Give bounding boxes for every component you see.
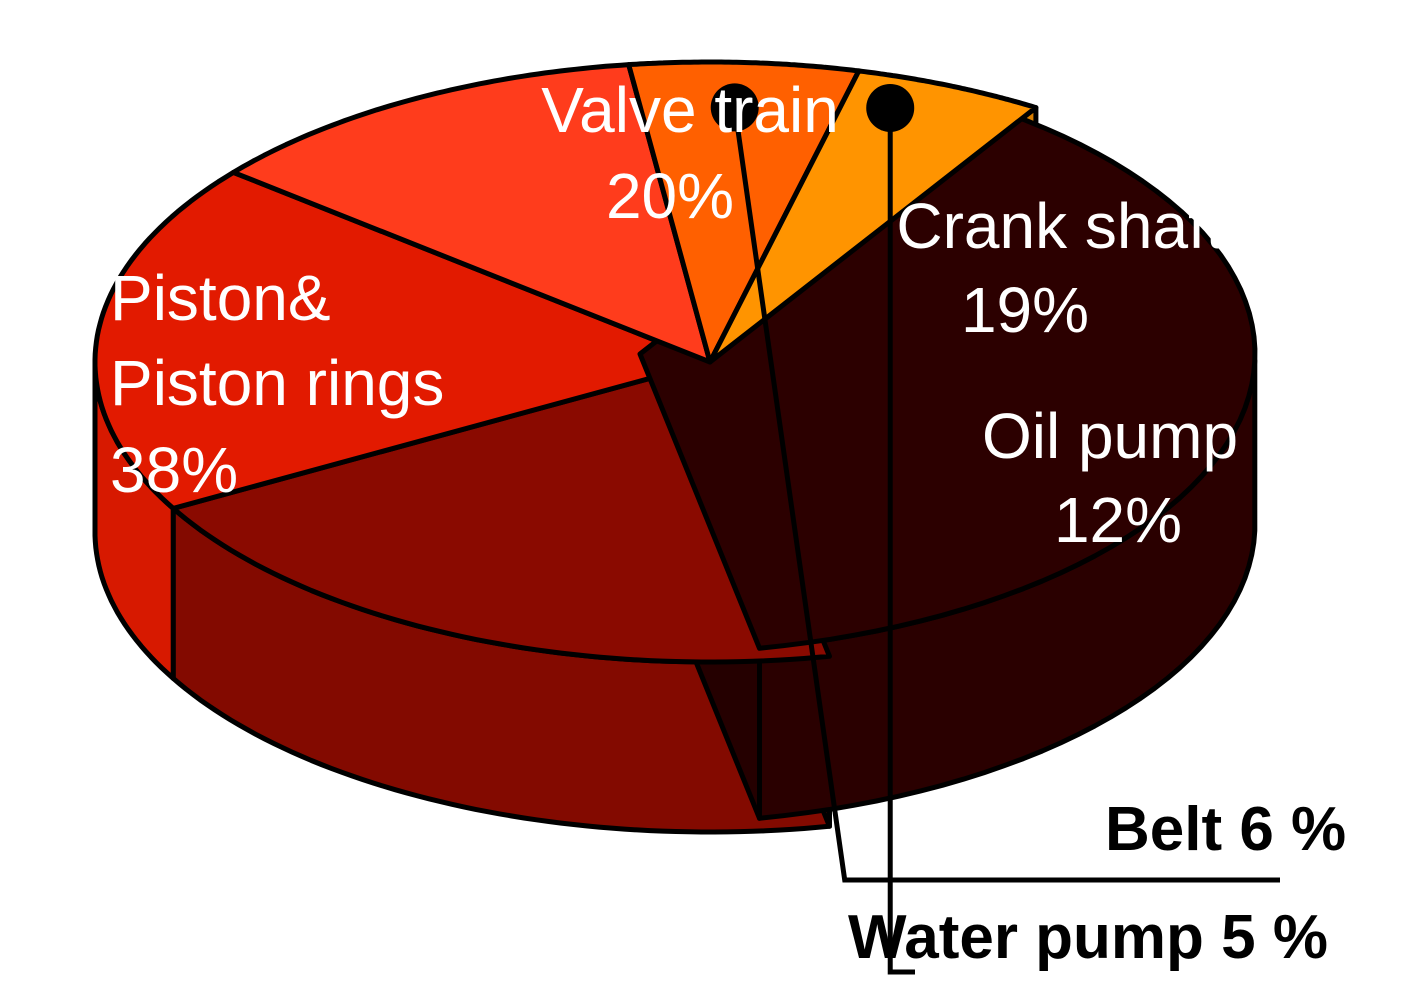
slice-top-belt [626, 59, 862, 365]
callout-label-water-pump: Water pump 5 % [848, 903, 1328, 972]
label-valve-train: Valve train [541, 74, 839, 146]
label-valve-train-value: 20% [606, 160, 734, 232]
callout-dot-belt [710, 83, 759, 132]
label-crank-shaft: Crank shaft [896, 190, 1223, 262]
label-piston-value: 38% [110, 434, 238, 506]
callout-dot-water-pump [866, 83, 915, 132]
label-crank-shaft-value: 19% [961, 274, 1089, 346]
slice-top-valve-train [170, 359, 832, 665]
callout-line-belt [732, 107, 1280, 883]
label-oil-pump: Oil pump [982, 400, 1238, 472]
label-piston-line1: Piston& [110, 262, 331, 334]
label-oil-pump-value: 12% [1054, 484, 1182, 556]
callout-label-belt: Belt 6 % [1105, 795, 1346, 864]
slice-top-water-pump [707, 68, 1039, 365]
callout-line-water-pump [887, 107, 915, 975]
slice-top-crank-shaft [92, 169, 713, 511]
label-piston-line2: Piston rings [110, 347, 444, 419]
slice-top-oil-pump [230, 62, 713, 365]
